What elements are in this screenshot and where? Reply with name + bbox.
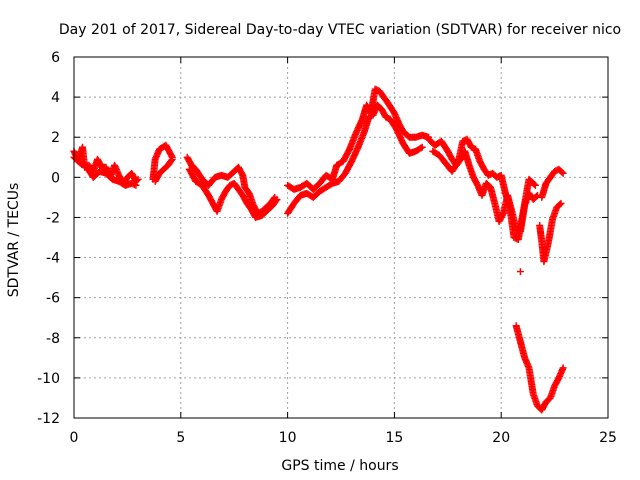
data-point	[556, 200, 564, 208]
x-axis-label: GPS time / hours	[281, 458, 398, 474]
y-tick-label: -10	[37, 371, 60, 387]
data-point	[516, 268, 524, 276]
data-points	[70, 85, 567, 414]
y-tick-label: -12	[37, 411, 60, 427]
y-tick-label: -8	[46, 331, 60, 347]
y-tick-label: -2	[46, 210, 60, 226]
data-point	[558, 168, 566, 176]
chart-title: Day 201 of 2017, Sidereal Day-to-day VTE…	[59, 22, 621, 38]
y-tick-label: 6	[51, 50, 60, 66]
data-point	[559, 169, 567, 177]
y-tick-label: -4	[46, 251, 60, 267]
y-tick-label: 4	[51, 90, 60, 106]
data-point	[530, 180, 538, 188]
y-tick-label: -6	[46, 291, 60, 307]
data-point	[273, 195, 281, 203]
data-point	[134, 175, 142, 183]
data-point	[168, 155, 176, 163]
data-point	[559, 364, 567, 372]
data-point	[418, 143, 426, 151]
axis-ticks: 0 5 10 15 20 25 -12 -10 -8 -6 -4 -2 0 2 4 6	[37, 50, 617, 446]
x-tick-label: 5	[176, 430, 185, 446]
x-tick-label: 0	[70, 430, 79, 446]
data-point	[272, 197, 280, 205]
data-point	[132, 181, 140, 189]
x-tick-label: 20	[492, 430, 510, 446]
data-point	[557, 199, 565, 207]
data-point	[417, 144, 425, 152]
x-tick-label: 10	[279, 430, 297, 446]
data-point	[133, 176, 141, 184]
data-point	[531, 181, 539, 189]
y-tick-label: 2	[51, 130, 60, 146]
plot-frame	[73, 56, 609, 419]
data-point	[167, 156, 175, 164]
y-tick-label: 0	[51, 170, 60, 186]
x-tick-label: 15	[385, 430, 403, 446]
x-tick-label: 25	[599, 430, 617, 446]
y-axis-label: SDTVAR / TECUs	[6, 183, 22, 298]
